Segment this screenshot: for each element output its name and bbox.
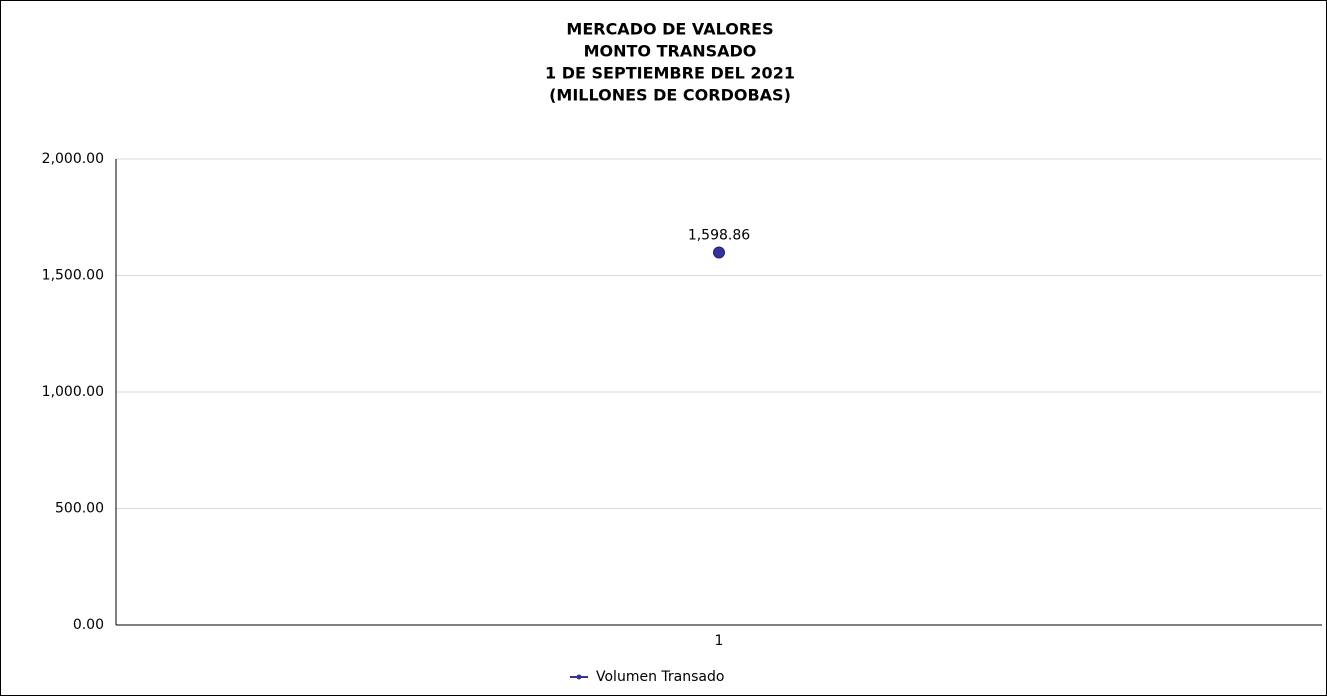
legend-marker (576, 674, 582, 680)
chart-title: (MILLONES DE CORDOBAS) (549, 86, 791, 105)
chart-title: MERCADO DE VALORES (566, 20, 773, 39)
chart-title: MONTO TRANSADO (584, 42, 757, 61)
y-tick-label: 2,000.00 (42, 151, 104, 167)
y-tick-label: 1,500.00 (42, 268, 104, 284)
y-tick-label: 0.00 (73, 617, 104, 633)
y-tick-label: 1,000.00 (42, 384, 104, 400)
x-tick-label: 1 (715, 633, 724, 649)
legend-label: Volumen Transado (596, 669, 724, 685)
data-label: 1,598.86 (688, 227, 750, 243)
chart-title: 1 DE SEPTIEMBRE DEL 2021 (545, 64, 795, 83)
y-tick-label: 500.00 (55, 501, 104, 517)
data-point (713, 246, 725, 259)
